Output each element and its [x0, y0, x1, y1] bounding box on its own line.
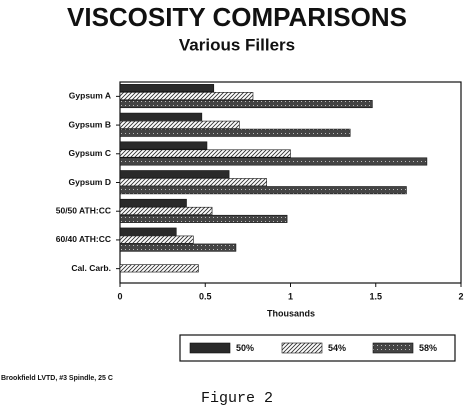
- bar: [119, 112, 203, 121]
- legend-swatch: [372, 342, 414, 354]
- bar: [119, 128, 351, 137]
- x-tick-label: 2: [458, 291, 463, 301]
- legend-swatch: [281, 342, 323, 354]
- bar: [119, 100, 373, 109]
- y-tick-label: Cal. Carb.: [71, 263, 111, 273]
- footnote: Brookfield LVTD, #3 Spindle, 25 C: [1, 375, 113, 382]
- bar: [119, 198, 187, 207]
- legend-swatch: [189, 342, 231, 354]
- bar: [119, 141, 208, 150]
- legend-label: 58%: [419, 343, 437, 353]
- bar: [119, 170, 230, 179]
- bar: [119, 206, 213, 215]
- bar: [119, 186, 407, 195]
- legend-label: 54%: [328, 343, 346, 353]
- x-tick-label: 0: [117, 291, 122, 301]
- bar: [119, 157, 428, 166]
- bar: [119, 214, 288, 223]
- x-tick-label: 0.5: [199, 291, 212, 301]
- chart-subtitle: Various Fillers: [179, 35, 295, 54]
- bar: [119, 178, 267, 187]
- chart-title: VISCOSITY COMPARISONS: [67, 2, 407, 32]
- x-axis-label: Thousands: [267, 308, 315, 318]
- bar: [119, 92, 254, 101]
- bar: [119, 84, 215, 93]
- bar: [119, 243, 237, 252]
- bar: [119, 120, 240, 129]
- figure-caption: Figure 2: [201, 390, 273, 407]
- y-tick-label: Gypsum A: [69, 91, 111, 101]
- y-tick-label: 60/40 ATH:CC: [56, 234, 111, 244]
- y-tick-label: Gypsum C: [68, 148, 111, 158]
- x-tick-label: 1: [288, 291, 293, 301]
- legend-label: 50%: [236, 343, 254, 353]
- bar: [119, 264, 199, 273]
- x-tick-label: 1.5: [369, 291, 382, 301]
- bar: [119, 149, 291, 158]
- bar: [119, 227, 177, 236]
- legend-box: [179, 334, 456, 362]
- bar: [119, 235, 194, 244]
- y-tick-label: Gypsum D: [68, 177, 111, 187]
- y-tick-label: Gypsum B: [68, 119, 111, 129]
- y-tick-label: 50/50 ATH:CC: [56, 205, 111, 215]
